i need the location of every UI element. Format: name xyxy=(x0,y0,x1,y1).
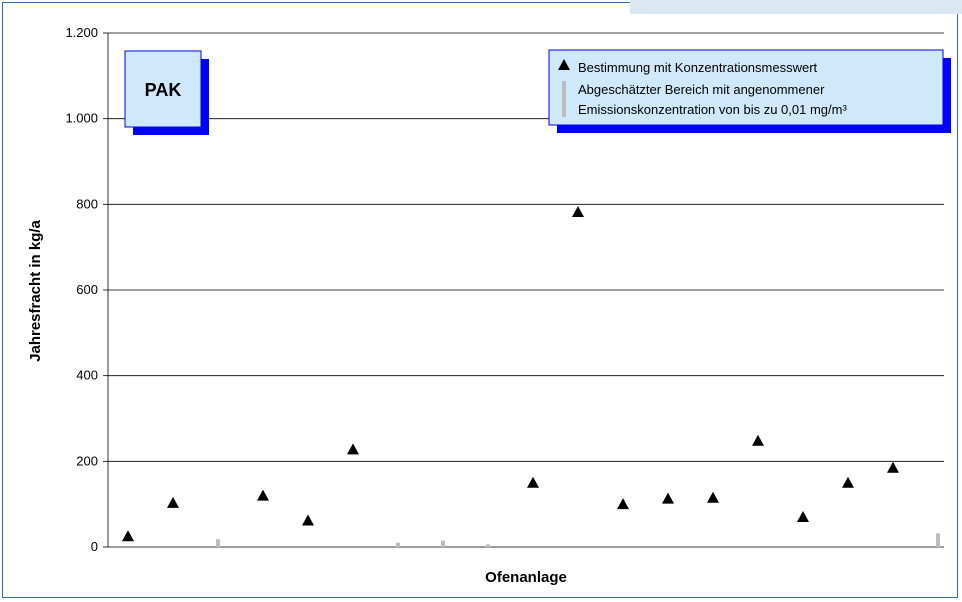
data-point-triangle xyxy=(302,514,314,526)
data-point-triangle xyxy=(167,496,179,508)
gridlines xyxy=(103,32,944,548)
range-bar xyxy=(936,533,940,547)
data-point-triangle xyxy=(257,489,269,501)
legend: Bestimmung mit Konzentrationsmesswert Ab… xyxy=(548,49,951,133)
data-point-triangle xyxy=(752,434,764,446)
range-bars xyxy=(216,533,940,547)
legend-series-2-line-1: Abgeschätzter Bereich mit angenommener xyxy=(578,82,825,97)
data-point-triangle xyxy=(527,476,539,488)
legend-box xyxy=(548,49,944,126)
data-point-triangle xyxy=(842,476,854,488)
pak-badge: PAK xyxy=(124,50,209,135)
y-tick-label: 400 xyxy=(76,368,98,383)
range-bar xyxy=(396,542,400,547)
data-point-triangle xyxy=(572,206,584,218)
range-bar xyxy=(441,540,445,547)
range-bar xyxy=(486,544,490,547)
legend-series-2-line-2: Emissionskonzentration von bis zu 0,01 m… xyxy=(578,102,847,117)
pak-badge-box xyxy=(124,50,202,128)
legend-series-1-label: Bestimmung mit Konzentrationsmesswert xyxy=(578,60,818,75)
data-point-triangle xyxy=(662,492,674,504)
top-band xyxy=(630,0,962,14)
range-bar xyxy=(216,539,220,547)
y-tick-label: 600 xyxy=(76,282,98,297)
legend-triangle-icon xyxy=(558,59,570,70)
y-tick-label: 800 xyxy=(76,196,98,211)
data-point-triangle xyxy=(797,511,809,523)
data-point-triangle xyxy=(122,530,134,542)
pak-badge-label: PAK xyxy=(145,80,182,100)
data-point-triangle xyxy=(707,491,719,503)
data-point-triangle xyxy=(887,461,899,473)
y-axis-label: Jahresfracht in kg/a xyxy=(27,219,44,361)
data-point-triangle xyxy=(617,498,629,510)
y-tick-label: 1.000 xyxy=(65,111,98,126)
y-tick-label: 0 xyxy=(91,539,98,554)
x-axis-label: Ofenanlage xyxy=(485,569,567,586)
legend-range-bar-icon xyxy=(562,81,566,117)
data-points xyxy=(122,206,899,542)
y-tick-label: 200 xyxy=(76,453,98,468)
y-tick-label: 1.200 xyxy=(65,25,98,40)
data-point-triangle xyxy=(347,443,359,455)
y-tick-labels: 0 200 400 600 800 1.000 1.200 xyxy=(65,25,98,554)
